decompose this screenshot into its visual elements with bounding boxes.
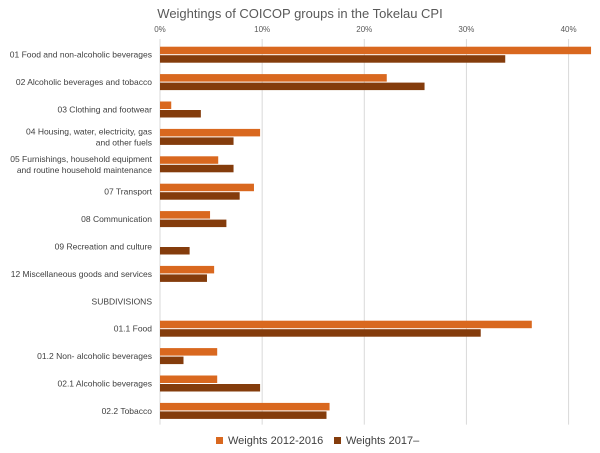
- category-label: 07 Transport: [104, 187, 152, 197]
- bar: [160, 128, 261, 137]
- category-label: 02.2 Tobacco: [102, 406, 153, 416]
- bar: [160, 192, 240, 200]
- bar: [160, 164, 234, 173]
- bar: [160, 74, 387, 82]
- category-label: 02 Alcoholic beverages and tobacco: [16, 77, 152, 87]
- bar: [160, 375, 218, 383]
- bar: [160, 265, 215, 274]
- legend-label: Weights 2017–: [346, 435, 420, 447]
- category-label: and other fuels: [96, 137, 152, 147]
- x-axis-ticks: 0% 10% 20% 30% 40%: [154, 25, 576, 34]
- x-tick-label: 40%: [561, 25, 577, 34]
- bar: [160, 411, 327, 419]
- category-label: 04 Housing, water, electricity, gas: [26, 126, 152, 136]
- bar: [160, 219, 227, 228]
- bar: [160, 137, 234, 145]
- category-label: and routine household maintenance: [17, 165, 152, 175]
- category-label: 01.2 Non- alcoholic beverages: [37, 351, 152, 361]
- category-label: 03 Clothing and footwear: [57, 105, 152, 115]
- bar: [160, 247, 190, 255]
- gridlines: [159, 39, 570, 425]
- bar: [160, 348, 218, 356]
- bar: [160, 274, 207, 282]
- bar: [160, 110, 201, 118]
- legend-swatch: [334, 437, 341, 444]
- category-label: 08 Communication: [81, 214, 152, 224]
- chart-title: Weightings of COICOP groups in the Tokel…: [157, 6, 442, 21]
- bar: [160, 156, 219, 164]
- legend: Weights 2012-2016 Weights 2017–: [216, 435, 420, 447]
- bar: [160, 101, 172, 109]
- category-labels: 01 Food and non-alcoholic beverages 02 Al…: [10, 50, 153, 416]
- bar: [160, 384, 261, 392]
- bar: [160, 329, 481, 337]
- bar: [160, 402, 330, 411]
- x-tick-label: 20%: [356, 25, 372, 34]
- legend-label: Weights 2012-2016: [228, 435, 323, 447]
- category-label: 12 Miscellaneous goods and services: [11, 269, 152, 279]
- bar: [160, 183, 254, 192]
- category-label: 09 Recreation and culture: [55, 242, 153, 252]
- bars: [160, 46, 592, 419]
- legend-swatch: [216, 437, 223, 444]
- bar: [160, 320, 532, 329]
- x-tick-label: 0%: [154, 25, 166, 34]
- bar: [160, 211, 211, 219]
- category-label: 05 Furnishings, household equipment: [10, 154, 152, 164]
- category-label: 02.1 Alcoholic beverages: [57, 379, 152, 389]
- bar: [160, 46, 592, 55]
- category-label: SUBDIVISIONS: [92, 296, 153, 306]
- category-label: 01.1 Food: [114, 324, 153, 334]
- bar: [160, 82, 425, 91]
- bar: [160, 55, 506, 63]
- x-tick-label: 10%: [254, 25, 270, 34]
- x-tick-label: 30%: [458, 25, 474, 34]
- category-label: 01 Food and non-alcoholic beverages: [10, 50, 152, 60]
- bar: [160, 356, 184, 365]
